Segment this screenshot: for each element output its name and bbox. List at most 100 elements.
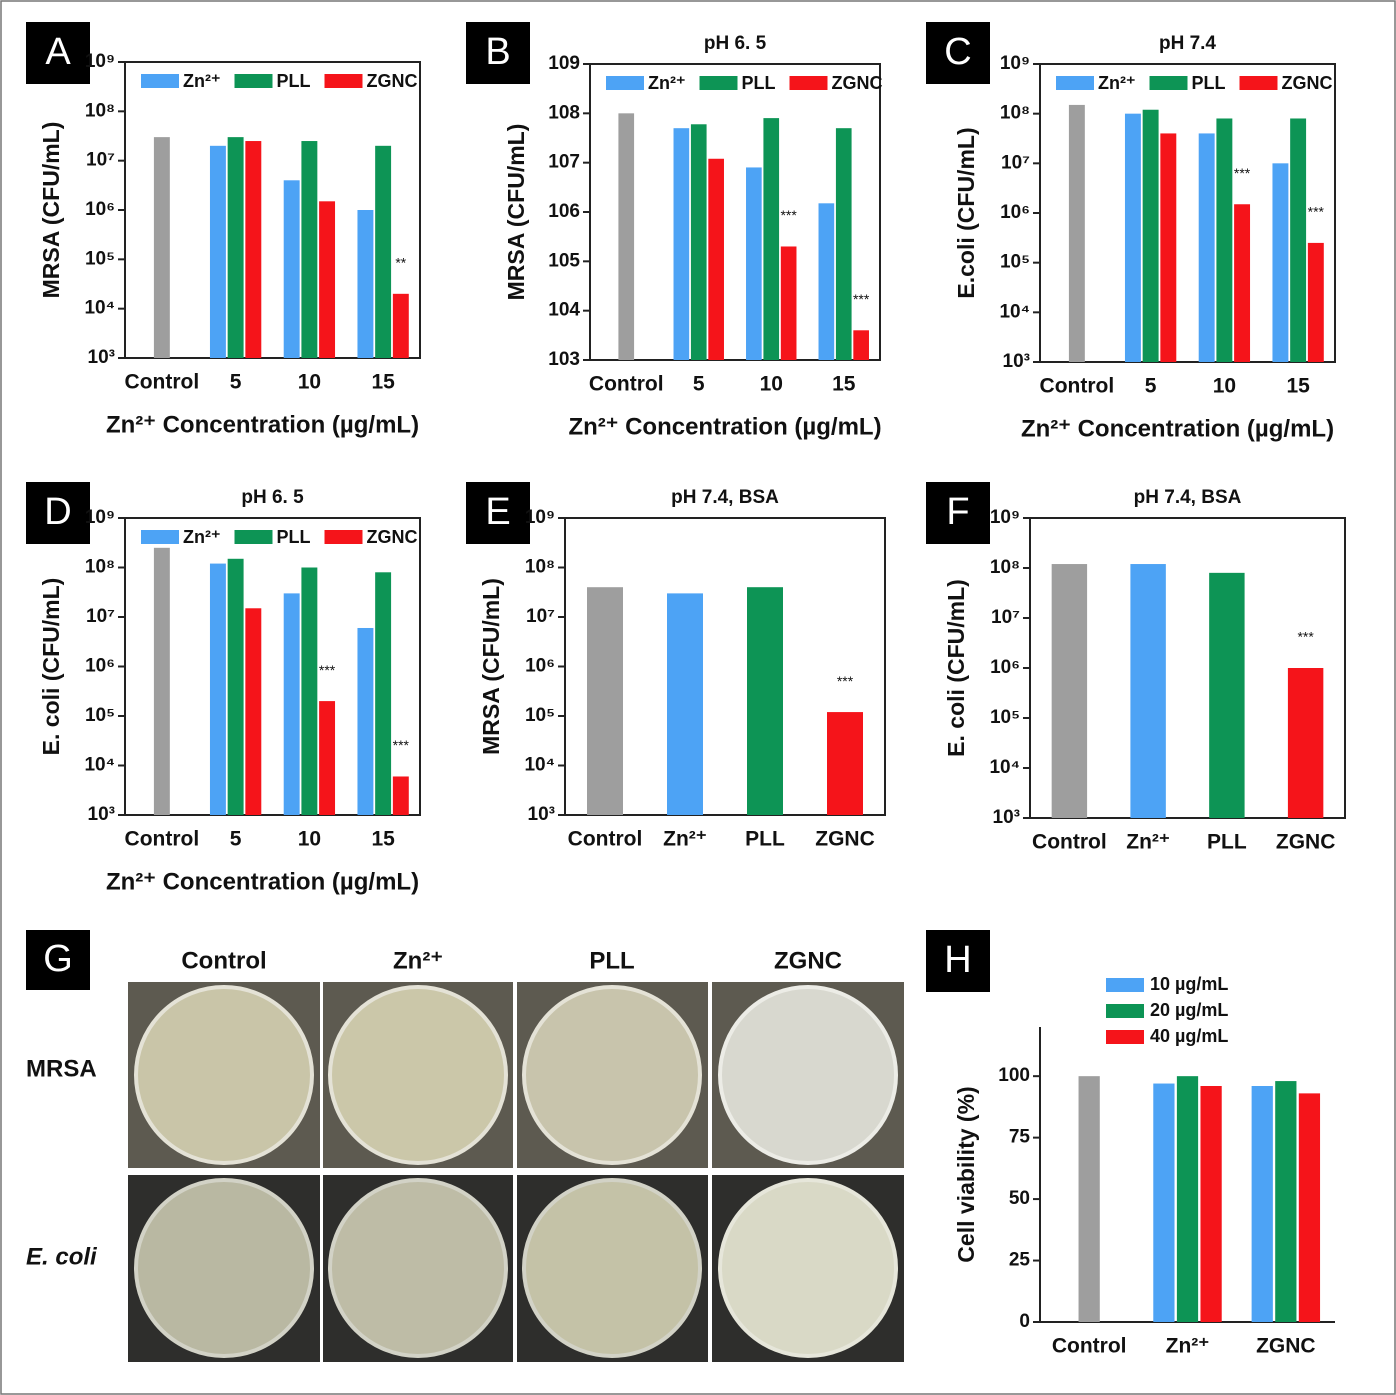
bar <box>1275 1081 1297 1322</box>
x-tick-label: ZGNC <box>1256 1335 1316 1358</box>
y-tick-label: 10³ <box>88 347 115 368</box>
chart-title: pH 6. 5 <box>241 487 304 508</box>
bar <box>153 547 170 815</box>
x-tick-label: 5 <box>230 371 242 394</box>
legend-label: ZGNC <box>832 73 883 93</box>
x-tick-label: ZGNC <box>815 828 875 851</box>
row-label: E. coli <box>26 1243 98 1270</box>
bar <box>1160 133 1177 362</box>
y-tick-label: 10⁸ <box>990 557 1020 578</box>
y-tick-label: 10⁹ <box>990 507 1020 528</box>
bar <box>1216 118 1233 363</box>
bar <box>227 137 244 358</box>
y-tick-label: 10⁹ <box>85 51 115 72</box>
y-tick-label: 10⁷ <box>526 606 555 627</box>
y-tick-label: 10⁵ <box>85 705 115 726</box>
bar <box>780 246 797 360</box>
bar <box>1051 564 1088 818</box>
bar <box>1298 1093 1321 1322</box>
plate <box>718 985 898 1165</box>
legend-swatch <box>1056 76 1094 90</box>
y-tick-label: 10⁴ <box>989 757 1020 778</box>
x-tick-label: 5 <box>230 828 242 851</box>
y-tick-label: 10⁸ <box>1000 103 1030 124</box>
column-label: ZGNC <box>774 947 842 974</box>
y-tick-label: 10⁵ <box>525 705 555 726</box>
bar <box>1272 163 1289 362</box>
bar <box>1287 668 1324 818</box>
bar <box>283 593 300 815</box>
bar <box>357 627 374 815</box>
legend-swatch <box>234 530 273 544</box>
x-tick-label: ZGNC <box>1276 831 1336 854</box>
y-tick-label: 10⁴ <box>84 755 115 776</box>
plate <box>134 985 314 1165</box>
panel-badge <box>26 482 90 544</box>
legend-label: PLL <box>1192 73 1226 93</box>
x-tick-label: 5 <box>693 373 705 396</box>
bar <box>690 124 707 361</box>
panel-letter: E <box>485 491 510 533</box>
bar <box>245 141 262 358</box>
y-tick-label: 10⁶ <box>85 656 115 677</box>
y-tick-label: 10⁶ <box>1000 202 1030 223</box>
panel-badge <box>466 482 530 544</box>
y-tick-label: 10⁴ <box>84 298 115 319</box>
chart-title: pH 6. 5 <box>704 33 767 54</box>
legend-label: PLL <box>277 527 311 547</box>
bar <box>1209 572 1245 818</box>
y-tick-label: 10⁵ <box>1000 252 1030 273</box>
bar <box>835 128 852 360</box>
x-axis-label: Zn²⁺ Concentration (µg/mL) <box>1021 415 1334 442</box>
plate <box>134 1178 314 1358</box>
y-tick-label: 105 <box>548 250 580 271</box>
x-tick-label: 5 <box>1145 375 1157 398</box>
legend-label: 10 µg/mL <box>1150 974 1228 994</box>
bar <box>153 137 170 358</box>
legend-swatch <box>1106 1030 1144 1044</box>
y-tick-label: 10⁴ <box>524 755 555 776</box>
y-tick-label: 25 <box>1009 1250 1031 1271</box>
x-tick-label: Control <box>125 828 200 851</box>
bar <box>1176 1076 1199 1322</box>
plate <box>718 1178 898 1358</box>
x-tick-label: 10 <box>298 371 321 394</box>
row-label: MRSA <box>26 1055 97 1082</box>
bar <box>319 701 336 815</box>
y-tick-label: 10⁷ <box>991 607 1020 628</box>
bar <box>1142 109 1159 362</box>
y-tick-label: 103 <box>548 349 580 370</box>
y-tick-label: 106 <box>548 201 580 222</box>
panel-letter: H <box>944 939 971 981</box>
legend-label: ZGNC <box>367 71 418 91</box>
y-tick-label: 10⁵ <box>990 707 1020 728</box>
bar <box>392 776 409 815</box>
column-label: PLL <box>589 947 634 974</box>
plates <box>128 982 904 1362</box>
legend-swatch <box>1106 1004 1144 1018</box>
y-tick-label: 10³ <box>528 804 555 825</box>
panel-letter: C <box>944 31 971 73</box>
bar <box>375 145 392 358</box>
chart-panel: A MRSA (CFU/mL) Zn²⁺ Concentration (µg/mL)… <box>26 22 421 438</box>
bar <box>1198 133 1215 362</box>
legend-swatch <box>699 76 738 90</box>
x-tick-label: PLL <box>1207 831 1247 854</box>
y-tick-label: 108 <box>548 102 580 123</box>
legend-swatch <box>324 530 363 544</box>
bar <box>1307 242 1324 362</box>
chart-panel: H Cell viability (%) 0 25 50 75 100 Control Zn²⁺… <box>926 930 1335 1358</box>
y-axis-label: MRSA (CFU/mL) <box>38 122 64 299</box>
legend-swatch <box>324 74 363 88</box>
annotation: ** <box>395 255 406 271</box>
bar <box>1130 564 1166 818</box>
legend-swatch <box>234 74 273 88</box>
y-tick-label: 10⁹ <box>85 507 115 528</box>
bar <box>301 141 318 358</box>
legend-label: Zn²⁺ <box>1098 73 1136 93</box>
x-tick-label: Control <box>1052 1335 1127 1358</box>
